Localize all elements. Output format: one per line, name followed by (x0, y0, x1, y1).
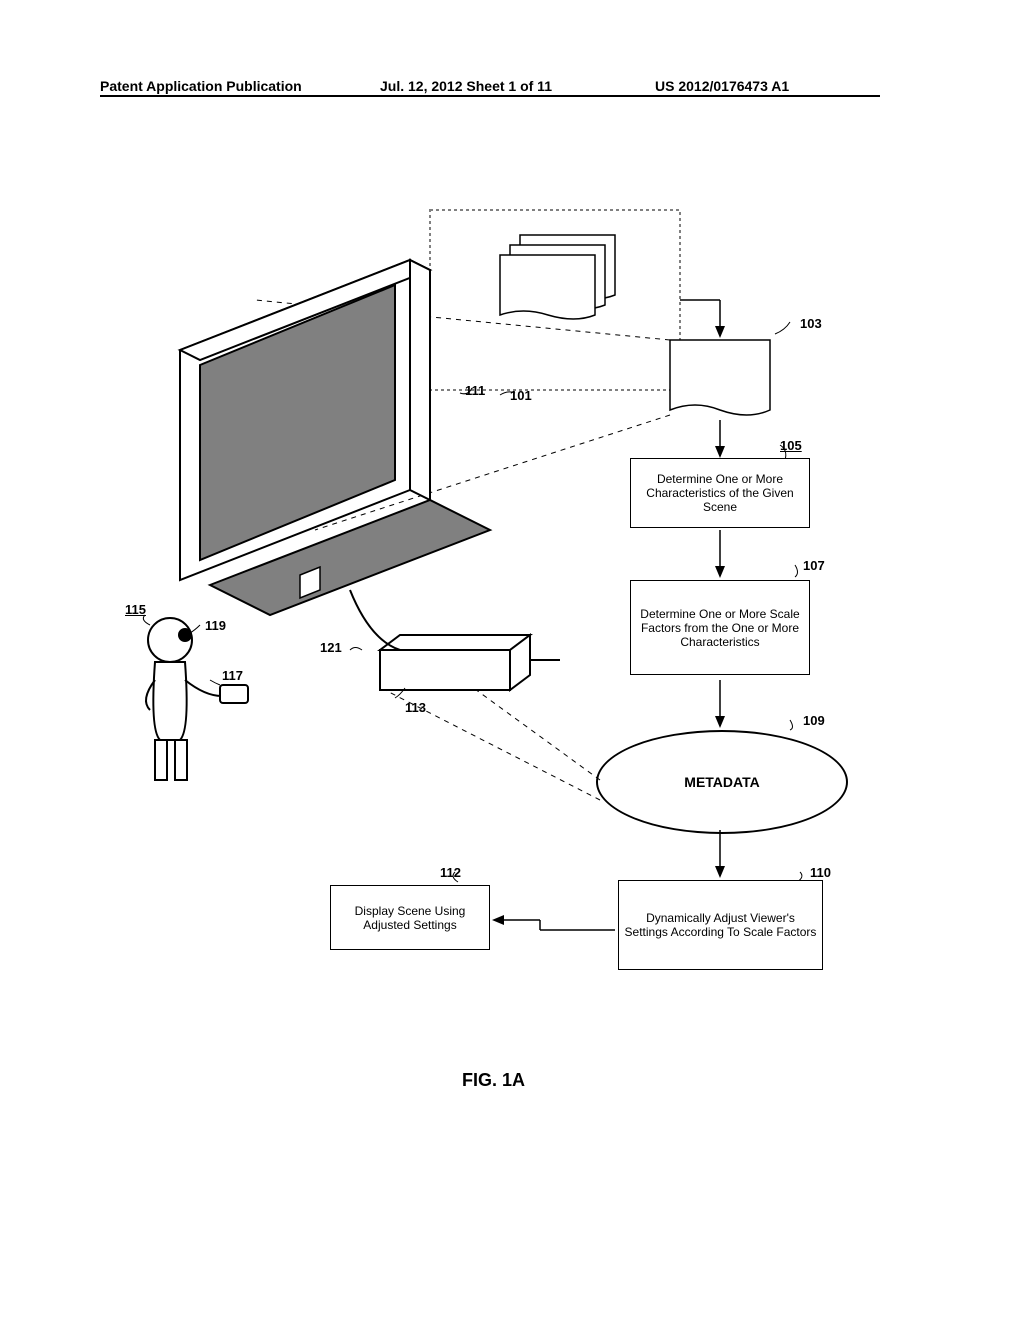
ref-107: 107 (803, 558, 825, 573)
ref-112: 112 (440, 865, 461, 880)
ref-110: 110 (810, 865, 831, 880)
ref-101: 101 (510, 388, 532, 403)
ref-103: 103 (800, 316, 822, 331)
box-105: Determine One or More Characteristics of… (630, 458, 810, 528)
box-112: Display Scene Using Adjusted Settings (330, 885, 490, 950)
ref-115: 115 (125, 602, 146, 617)
ref-121: 121 (320, 640, 342, 655)
box-107: Determine One or More Scale Factors from… (630, 580, 810, 675)
diagram-svg (0, 0, 1024, 1320)
ref-113: 113 (405, 700, 426, 715)
page: Patent Application Publication Jul. 12, … (0, 0, 1024, 1320)
figure-label: FIG. 1A (462, 1070, 525, 1091)
ref-119: 119 (205, 618, 226, 633)
metadata-label: METADATA (684, 774, 759, 790)
ref-111: 111 (465, 383, 485, 398)
ref-105: 105 (780, 438, 802, 453)
ref-117: 117 (222, 668, 243, 683)
ref-109: 109 (803, 713, 825, 728)
box-110: Dynamically Adjust Viewer's Settings Acc… (618, 880, 823, 970)
metadata-ellipse: METADATA (596, 730, 848, 834)
